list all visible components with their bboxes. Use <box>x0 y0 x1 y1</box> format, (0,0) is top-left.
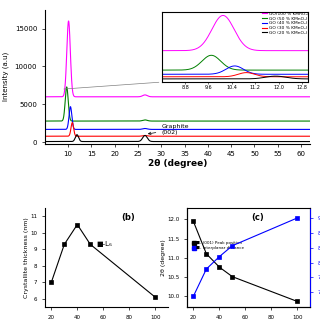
GO (40 % KMnO₄) <box>155 127 158 131</box>
GO (30 % KMnO₄) <box>157 134 161 138</box>
GO(100 % KMnO₄) <box>67 19 70 23</box>
GO (40 % KMnO₄) <box>169 127 173 131</box>
GO (40 % KMnO₄) <box>43 127 47 131</box>
GO (20 % KMnO₄) <box>236 140 240 143</box>
GO (50 % KMnO₄) <box>308 119 312 123</box>
GO(100 % KMnO₄) <box>169 95 173 99</box>
GO(100 % KMnO₄) <box>300 95 304 99</box>
GO (40 % KMnO₄) <box>300 127 304 131</box>
Y-axis label: Intensity (a.u): Intensity (a.u) <box>3 52 9 101</box>
GO (50 % KMnO₄) <box>65 85 68 89</box>
GO (30 % KMnO₄) <box>287 134 291 138</box>
Text: (c): (c) <box>251 213 264 222</box>
GO (40 % KMnO₄) <box>157 127 161 131</box>
GO (50 % KMnO₄) <box>157 119 161 123</box>
GO (20 % KMnO₄) <box>43 140 47 143</box>
GO (50 % KMnO₄) <box>155 119 158 123</box>
Line: GO (40 % KMnO₄): GO (40 % KMnO₄) <box>45 107 310 129</box>
GO(100 % KMnO₄) <box>287 95 291 99</box>
Legend: GO(100 % KMnO₄), GO (50 % KMnO₄), GO (40 % KMnO₄), GO (30 % KMnO₄), GO (20 % KMn: GO(100 % KMnO₄), GO (50 % KMnO₄), GO (40… <box>262 12 308 35</box>
GO (50 % KMnO₄) <box>43 119 47 123</box>
GO(100 % KMnO₄) <box>308 95 312 99</box>
GO(100 % KMnO₄) <box>43 95 47 99</box>
GO (40 % KMnO₄) <box>287 127 291 131</box>
Line: GO (50 % KMnO₄): GO (50 % KMnO₄) <box>45 87 310 121</box>
GO (50 % KMnO₄) <box>287 119 291 123</box>
GO (40 % KMnO₄) <box>308 127 312 131</box>
GO(100 % KMnO₄) <box>155 95 158 99</box>
GO (30 % KMnO₄) <box>308 134 312 138</box>
GO (20 % KMnO₄) <box>169 140 173 143</box>
Text: ■-L₆: ■-L₆ <box>97 241 113 247</box>
Text: (b): (b) <box>121 213 135 222</box>
GO (20 % KMnO₄) <box>308 140 312 143</box>
Line: GO (30 % KMnO₄): GO (30 % KMnO₄) <box>45 123 310 136</box>
GO (30 % KMnO₄) <box>155 134 158 138</box>
Legend: ■- (001) Peak position, ■- Interplanar distance: ■- (001) Peak position, ■- Interplanar d… <box>190 239 246 252</box>
GO (50 % KMnO₄) <box>169 119 173 123</box>
GO (20 % KMnO₄) <box>300 140 304 143</box>
GO(100 % KMnO₄) <box>236 95 240 99</box>
GO (20 % KMnO₄) <box>157 140 161 143</box>
GO (40 % KMnO₄) <box>236 127 240 131</box>
Y-axis label: Crystallite thickness (nm): Crystallite thickness (nm) <box>24 217 29 298</box>
X-axis label: 2θ (degree): 2θ (degree) <box>148 159 207 168</box>
Line: GO (20 % KMnO₄): GO (20 % KMnO₄) <box>45 135 310 141</box>
Text: Graphite
(002): Graphite (002) <box>148 124 189 135</box>
GO (30 % KMnO₄) <box>43 134 47 138</box>
GO (30 % KMnO₄) <box>300 134 304 138</box>
GO (30 % KMnO₄) <box>169 134 173 138</box>
GO (30 % KMnO₄) <box>70 121 74 124</box>
Line: GO(100 % KMnO₄): GO(100 % KMnO₄) <box>45 21 310 97</box>
GO(100 % KMnO₄) <box>157 95 161 99</box>
GO (40 % KMnO₄) <box>68 105 72 108</box>
GO (50 % KMnO₄) <box>300 119 304 123</box>
GO (50 % KMnO₄) <box>236 119 240 123</box>
GO (20 % KMnO₄) <box>155 140 158 143</box>
GO (20 % KMnO₄) <box>287 140 291 143</box>
GO (20 % KMnO₄) <box>75 133 79 137</box>
Y-axis label: 2θ (degree): 2θ (degree) <box>161 239 165 276</box>
GO (30 % KMnO₄) <box>236 134 240 138</box>
